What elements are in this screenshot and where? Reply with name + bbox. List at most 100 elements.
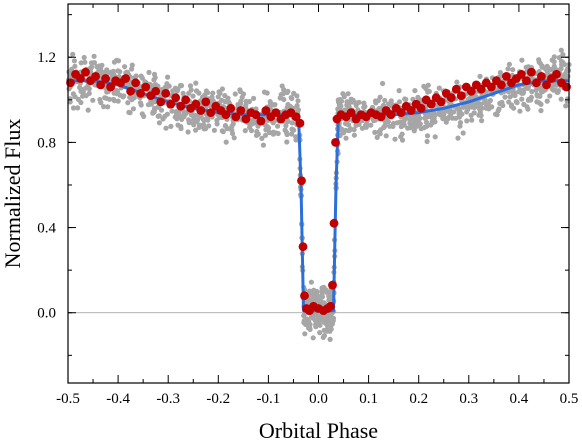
raw-data-point bbox=[278, 92, 284, 98]
raw-data-point bbox=[425, 82, 431, 88]
y-axis-title: Normalized Flux bbox=[0, 119, 25, 269]
raw-data-point bbox=[398, 134, 404, 140]
raw-data-point bbox=[392, 136, 398, 142]
raw-data-point bbox=[479, 118, 485, 124]
raw-data-point bbox=[215, 94, 221, 100]
raw-data-point bbox=[186, 120, 192, 126]
raw-data-point bbox=[111, 90, 117, 96]
raw-data-point bbox=[310, 335, 316, 341]
raw-data-point bbox=[232, 91, 238, 97]
raw-data-point bbox=[444, 116, 450, 122]
raw-data-point bbox=[545, 65, 551, 71]
raw-data-point bbox=[415, 115, 421, 121]
raw-data-point bbox=[423, 119, 430, 125]
binned-data-point bbox=[81, 67, 90, 77]
binned-data-point bbox=[331, 138, 340, 147]
raw-data-point bbox=[313, 324, 319, 330]
raw-data-point bbox=[130, 106, 136, 112]
raw-data-point bbox=[547, 93, 553, 99]
raw-data-point bbox=[454, 105, 460, 111]
raw-data-point bbox=[72, 63, 78, 69]
raw-data-point bbox=[70, 91, 76, 97]
raw-data-point bbox=[115, 68, 121, 74]
raw-data-point bbox=[482, 97, 488, 103]
raw-data-point bbox=[173, 109, 179, 115]
binned-data-point bbox=[329, 218, 339, 228]
raw-data-point bbox=[510, 67, 516, 73]
binned-data-point bbox=[166, 99, 176, 109]
raw-data-point bbox=[283, 123, 289, 129]
binned-data-point bbox=[136, 89, 146, 98]
binned-data-point bbox=[171, 93, 181, 103]
binned-data-point bbox=[451, 84, 461, 94]
raw-data-point bbox=[91, 60, 97, 66]
raw-data-point bbox=[454, 79, 460, 85]
raw-data-point bbox=[105, 104, 111, 110]
raw-data-point bbox=[237, 101, 244, 107]
raw-data-point bbox=[188, 87, 194, 93]
raw-data-point bbox=[275, 123, 281, 129]
raw-data-point bbox=[230, 121, 236, 127]
binned-data-point bbox=[436, 97, 446, 107]
raw-data-point bbox=[75, 105, 81, 111]
raw-data-point bbox=[560, 52, 566, 58]
raw-data-point bbox=[558, 65, 564, 72]
raw-data-point bbox=[523, 64, 529, 70]
binned-points-layer bbox=[66, 67, 571, 315]
x-tick-label: 0.4 bbox=[510, 391, 529, 407]
raw-data-point bbox=[506, 99, 512, 105]
x-tick-label: 0.2 bbox=[409, 391, 428, 407]
raw-data-point bbox=[190, 93, 196, 99]
raw-data-point bbox=[190, 117, 196, 123]
raw-data-point bbox=[264, 90, 270, 96]
raw-data-point bbox=[89, 64, 95, 70]
raw-data-point bbox=[517, 108, 523, 114]
binned-data-point bbox=[206, 108, 216, 117]
raw-data-point bbox=[411, 128, 417, 134]
raw-data-point bbox=[80, 93, 86, 99]
raw-data-point bbox=[396, 88, 402, 94]
raw-data-point bbox=[506, 61, 512, 67]
raw-data-point bbox=[193, 127, 199, 133]
raw-data-point bbox=[317, 322, 323, 328]
raw-data-point bbox=[166, 83, 172, 89]
raw-data-point bbox=[253, 132, 260, 138]
raw-data-point bbox=[512, 90, 518, 96]
raw-data-point bbox=[251, 95, 257, 101]
raw-data-point bbox=[383, 133, 389, 139]
binned-data-point bbox=[295, 118, 305, 128]
raw-data-point bbox=[438, 110, 444, 116]
raw-data-point bbox=[477, 73, 483, 79]
raw-data-point bbox=[163, 125, 169, 131]
raw-data-point bbox=[243, 98, 249, 104]
raw-data-point bbox=[553, 88, 559, 94]
raw-data-point bbox=[181, 114, 187, 120]
raw-data-point bbox=[216, 89, 222, 95]
raw-data-point bbox=[477, 109, 483, 115]
binned-data-point bbox=[298, 242, 308, 252]
binned-data-point bbox=[517, 69, 526, 79]
binned-data-point bbox=[466, 86, 476, 96]
raw-data-point bbox=[108, 69, 114, 75]
raw-data-point bbox=[120, 94, 126, 100]
raw-data-point bbox=[460, 104, 466, 110]
raw-data-point bbox=[343, 135, 349, 141]
raw-data-point bbox=[453, 115, 459, 121]
raw-data-point bbox=[75, 96, 81, 102]
raw-data-point bbox=[71, 58, 77, 64]
raw-data-point bbox=[451, 109, 457, 115]
raw-data-point bbox=[422, 115, 428, 121]
raw-data-point bbox=[231, 135, 237, 141]
raw-data-point bbox=[185, 129, 191, 135]
x-tick-label: -0.2 bbox=[206, 391, 230, 407]
raw-data-point bbox=[565, 73, 571, 79]
raw-data-point bbox=[81, 54, 87, 61]
binned-data-point bbox=[542, 80, 551, 90]
raw-data-point bbox=[339, 126, 345, 133]
raw-data-point bbox=[559, 62, 565, 68]
raw-data-point bbox=[316, 295, 322, 302]
raw-data-point bbox=[279, 83, 285, 89]
raw-data-point bbox=[398, 124, 404, 130]
raw-data-point bbox=[350, 97, 356, 103]
raw-data-point bbox=[225, 95, 231, 101]
